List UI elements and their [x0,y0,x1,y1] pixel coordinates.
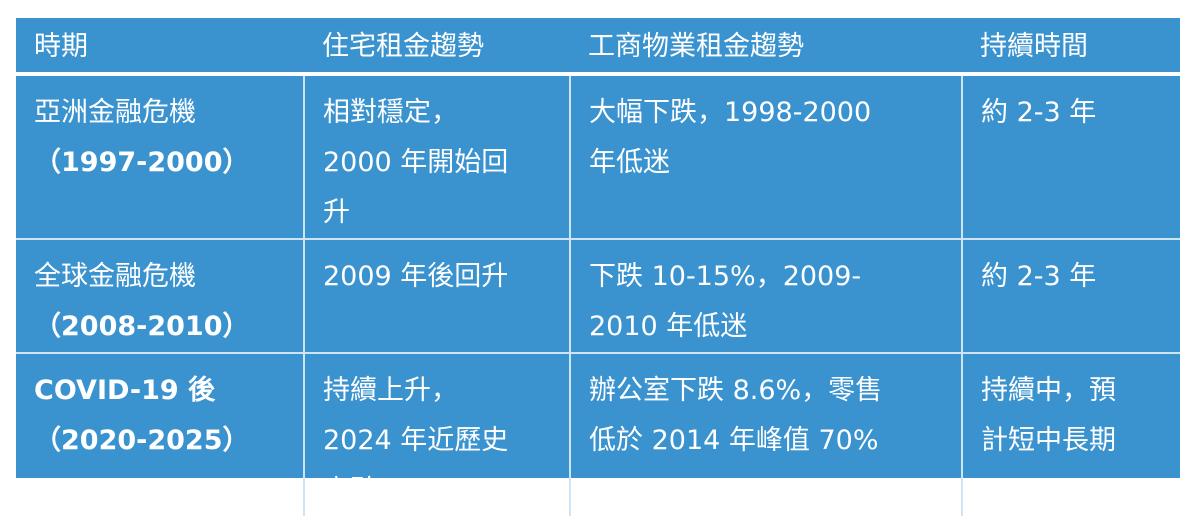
duration-text: 約 2-3 年 [981,97,1097,128]
commercial-cell: 大幅下跌，1998-2000 年低迷 [569,72,962,239]
residential-text: 2009 年後回升 [323,261,509,292]
commercial-text: 大幅下跌，1998-2000 年低迷 [589,97,872,178]
duration-cell: 約 2-3 年 [961,72,1180,239]
period-name: 亞洲金融危機 [34,97,196,128]
residential-text: 持續上升， 2024 年近歷史 高點 [323,375,509,506]
table-row: 亞洲金融危機 （1997-2000） 相對穩定， 2000 年開始回 升 大幅下跌… [16,72,1180,239]
header-period: 時期 [34,31,88,62]
period-years: （1997-2000） [34,147,250,178]
duration-cell: 約 2-3 年 [961,238,1180,353]
period-name: COVID-19 後 [34,375,216,406]
commercial-cell: 辦公室下跌 8.6%，零售 低於 2014 年峰值 70% [569,352,962,516]
period-years: （2020-2025） [34,425,250,456]
period-cell: 亞洲金融危機 （1997-2000） [16,72,304,239]
period-cell: COVID-19 後 （2020-2025） [16,352,304,516]
header-commercial: 工商物業租金趨勢 [588,31,804,62]
commercial-text: 下跌 10-15%，2009- 2010 年低迷 [589,261,862,342]
residential-text: 相對穩定， 2000 年開始回 升 [323,97,509,228]
duration-cell: 持續中，預 計短中長期 [961,352,1180,516]
residential-cell: 2009 年後回升 [303,238,570,353]
commercial-cell: 下跌 10-15%，2009- 2010 年低迷 [569,238,962,353]
header-duration: 持續時間 [980,31,1088,62]
rent-trend-table: 時期 住宅租金趨勢 工商物業租金趨勢 持續時間 亞洲金融危機 （1997-2000… [16,18,1180,516]
header-row: 時期 住宅租金趨勢 工商物業租金趨勢 持續時間 [16,18,1180,74]
table-row: 全球金融危機 （2008-2010） 2009 年後回升 下跌 10-15%，20… [16,238,1180,353]
period-cell: 全球金融危機 （2008-2010） [16,238,304,353]
period-name: 全球金融危機 [34,261,196,292]
table-row: COVID-19 後 （2020-2025） 持續上升， 2024 年近歷史 高點… [16,352,1180,516]
commercial-text: 辦公室下跌 8.6%，零售 低於 2014 年峰值 70% [589,375,883,456]
residential-cell: 相對穩定， 2000 年開始回 升 [303,72,570,239]
duration-text: 約 2-3 年 [981,261,1097,292]
header-residential: 住宅租金趨勢 [322,31,484,62]
residential-cell: 持續上升， 2024 年近歷史 高點 [303,352,570,516]
period-years: （2008-2010） [34,311,250,342]
duration-text: 持續中，預 計短中長期 [981,375,1116,456]
